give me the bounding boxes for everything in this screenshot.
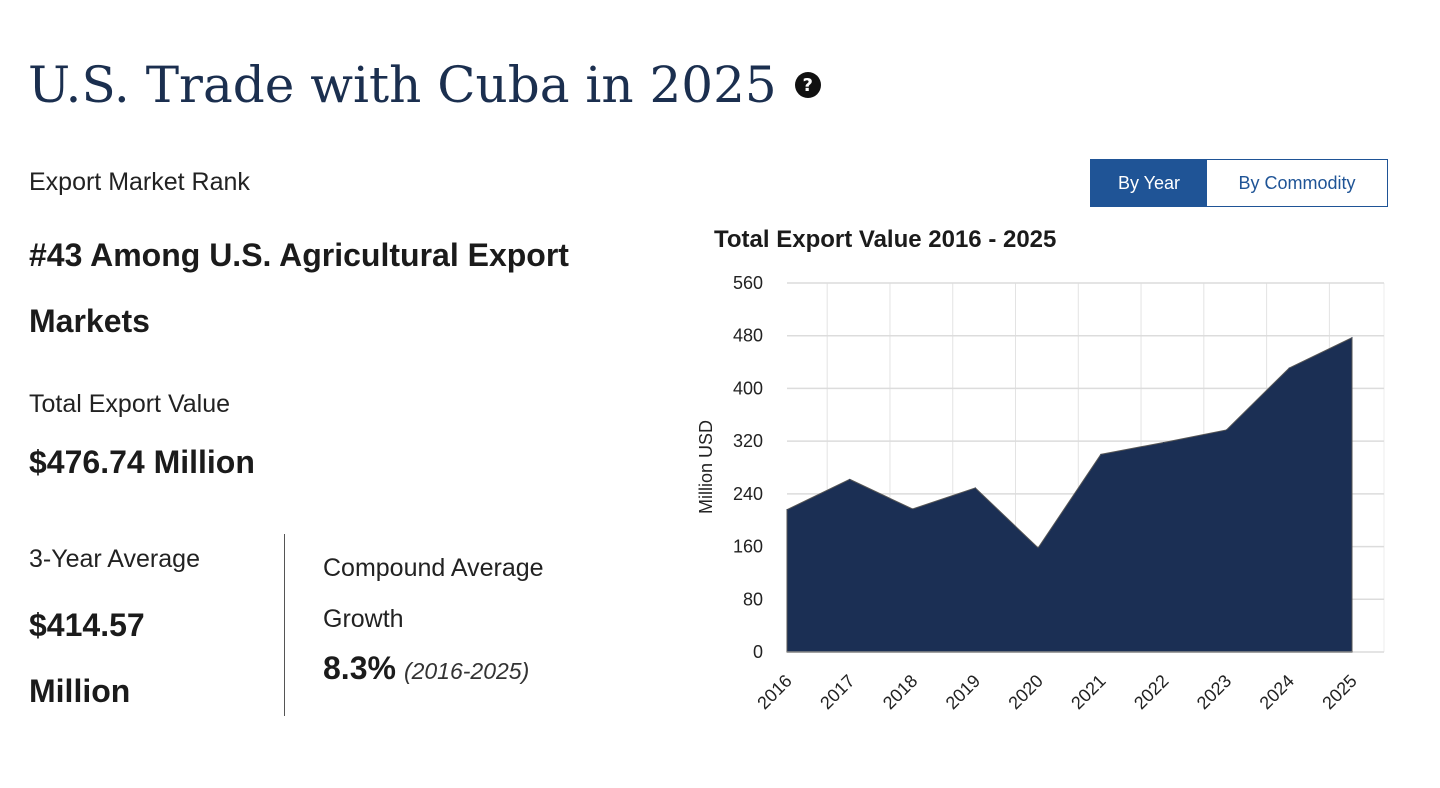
y-tick-label: 240 [733, 484, 763, 504]
growth-label: Compound Average Growth [323, 554, 544, 633]
data-point [974, 487, 976, 489]
view-toggle: By Year By Commodity [1090, 159, 1388, 207]
by-year-button[interactable]: By Year [1091, 160, 1207, 206]
growth-row: 8.3% (2016-2025) [323, 650, 529, 687]
x-tick-label: 2020 [1004, 671, 1046, 713]
data-point [786, 509, 788, 511]
data-point [1100, 453, 1102, 455]
by-commodity-button[interactable]: By Commodity [1207, 160, 1387, 206]
growth-value: 8.3% [323, 650, 396, 686]
data-point [912, 508, 914, 510]
data-point [1351, 337, 1353, 339]
page-title: U.S. Trade with Cuba in 2025? [28, 56, 821, 114]
total-value: $476.74 Million [29, 444, 255, 480]
rank-label: Export Market Rank [29, 168, 250, 196]
y-tick-label: 480 [733, 326, 763, 346]
data-point [1037, 547, 1039, 549]
y-tick-label: 160 [733, 537, 763, 557]
chart-title: Total Export Value 2016 - 2025 [714, 226, 1057, 253]
x-tick-label: 2016 [753, 671, 795, 713]
avg-label: 3-Year Average [29, 545, 200, 573]
x-tick-label: 2017 [816, 671, 858, 713]
y-tick-label: 560 [733, 273, 763, 293]
divider [284, 534, 285, 716]
data-point [1288, 367, 1290, 369]
avg-value: $414.57 Million [29, 607, 145, 709]
question-circle-icon[interactable]: ? [794, 72, 821, 98]
data-point [1163, 441, 1165, 443]
y-tick-label: 320 [733, 431, 763, 451]
y-axis-label: Million USD [696, 420, 716, 514]
data-point [849, 478, 851, 480]
y-tick-label: 80 [743, 589, 763, 609]
page-title-text: U.S. Trade with Cuba in 2025 [28, 56, 777, 114]
x-tick-label: 2019 [942, 671, 984, 713]
rank-value: #43 Among U.S. Agricultural Export Marke… [29, 237, 569, 339]
area-series [786, 336, 1353, 653]
x-tick-label: 2024 [1256, 671, 1298, 713]
x-tick-label: 2018 [879, 671, 921, 713]
x-tick-label: 2023 [1193, 671, 1235, 713]
total-label: Total Export Value [29, 390, 231, 418]
export-area-chart: 0 80 160 240 320 400 480 560 2016 2017 2018 2019 202… [696, 273, 1385, 713]
x-tick-label: 2021 [1067, 671, 1109, 713]
data-point [1225, 429, 1227, 431]
y-tick-label: 0 [753, 642, 763, 662]
x-tick-label: 2025 [1318, 671, 1360, 713]
x-tick-label: 2022 [1130, 671, 1172, 713]
y-tick-label: 400 [733, 378, 763, 398]
growth-period: (2016-2025) [403, 658, 530, 684]
